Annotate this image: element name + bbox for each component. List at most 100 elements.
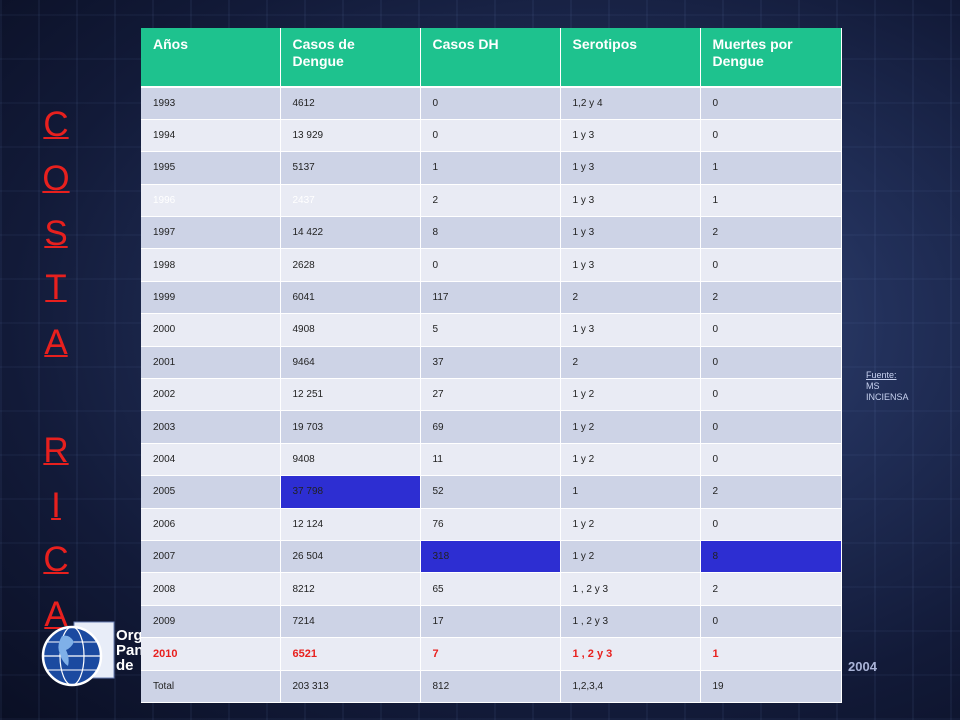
org-line-3: de (116, 657, 134, 674)
table-cell: 0 (700, 248, 842, 282)
table-cell: 1 y 3 (560, 151, 701, 185)
table-cell: 7214 (280, 605, 421, 639)
table-cell: Total (141, 670, 281, 703)
table-cell: 1994 (141, 119, 281, 153)
source-note: Fuente: MS INCIENSA (866, 370, 909, 403)
table-cell: 4612 (280, 87, 421, 120)
table-cell: 2 (700, 216, 842, 250)
table-cell: 1999 (141, 281, 281, 315)
org-line-2: Pan (116, 642, 144, 659)
table-cell: 2 (560, 281, 701, 315)
table-cell: 117 (420, 281, 561, 315)
side-title-letter: C (43, 540, 69, 580)
table-cell: 19 (700, 670, 842, 703)
table-cell: 8 (420, 216, 561, 250)
table-cell: 0 (700, 378, 842, 412)
header-anos: Años (141, 28, 281, 88)
table-cell: 12 124 (280, 508, 421, 541)
table-cell: 69 (420, 410, 561, 444)
side-title-letter: S (44, 213, 68, 253)
table-cell: 52 (420, 475, 561, 509)
table-cell: 1 , 2 y 3 (560, 572, 701, 606)
table-cell: 1993 (141, 87, 281, 120)
table-cell: 6041 (280, 281, 421, 315)
table-cell: 8 (700, 540, 842, 574)
table-cell: 812 (420, 670, 561, 703)
table-cell: 2008 (141, 572, 281, 606)
table-cell: 0 (420, 119, 561, 153)
table-cell: 26 504 (280, 540, 421, 574)
table-row: 2005 37 798 52 1 2 (141, 475, 842, 509)
table-cell: 2007 (141, 540, 281, 574)
source-label: Fuente: (866, 370, 897, 380)
table-cell: 1995 (141, 151, 281, 185)
table-cell: 2005 (141, 475, 281, 509)
table-cell: 17 (420, 605, 561, 639)
globe-logo-icon (36, 620, 116, 690)
table-cell: 13 929 (280, 119, 421, 153)
table-cell: 1996 (141, 184, 281, 218)
side-title-letter: C (43, 105, 69, 144)
table-cell: 0 (700, 313, 842, 347)
table-cell: 1 y 3 (560, 216, 701, 250)
table-cell: 2 (700, 281, 842, 315)
table-cell: 8212 (280, 572, 421, 606)
dengue-cases-table: Años Casos de Dengue Casos DH Serotipos … (141, 28, 842, 703)
table-cell: 0 (700, 87, 842, 120)
side-title-letter: O (42, 159, 70, 199)
table-cell: 11 (420, 443, 561, 477)
table-row: 2001 9464 37 2 0 (141, 346, 842, 380)
table-cell: 1998 (141, 248, 281, 282)
table-cell: 318 (420, 540, 561, 574)
table-cell: 1 y 3 (560, 119, 701, 153)
table-cell: 0 (700, 346, 842, 380)
table-cell: 4908 (280, 313, 421, 347)
source-line-ms: MS (866, 381, 880, 391)
table-cell: 2004 (141, 443, 281, 477)
table-cell: 5 (420, 313, 561, 347)
table-cell: 2010 (141, 637, 281, 671)
table-cell: 1 y 2 (560, 378, 701, 412)
table-cell: 27 (420, 378, 561, 412)
table-cell: 1 y 2 (560, 410, 701, 444)
table-cell: 1 (700, 637, 842, 671)
side-title-letter: R (43, 431, 69, 471)
org-line-1: Org (116, 627, 143, 644)
source-line-inciensa: INCIENSA (866, 392, 909, 402)
table-cell: 19 703 (280, 410, 421, 444)
header-serotipos: Serotipos (560, 28, 701, 88)
table-cell: 76 (420, 508, 561, 541)
table-cell: 14 422 (280, 216, 421, 250)
table-cell: 1 y 3 (560, 184, 701, 218)
table-cell: 0 (700, 605, 842, 639)
header-casos-dengue: Casos de Dengue (280, 28, 421, 88)
table-cell: 7 (420, 637, 561, 671)
table-cell: 1 (420, 151, 561, 185)
table-cell: 0 (700, 443, 842, 477)
table-cell: 0 (700, 508, 842, 541)
organization-name: Org Pan de (116, 628, 144, 673)
table-cell: 1 y 2 (560, 443, 701, 477)
table-cell: 1997 (141, 216, 281, 250)
table-cell: 2 (420, 184, 561, 218)
table-cell: 1 y 3 (560, 313, 701, 347)
table-cell: 0 (420, 87, 561, 120)
table-cell: 2002 (141, 378, 281, 412)
header-casos-dh: Casos DH (420, 28, 561, 88)
table-cell: 2 (700, 475, 842, 509)
table-cell: 2009 (141, 605, 281, 639)
table-row: 1999 6041 117 2 2 (141, 281, 842, 315)
table-cell: 1 (560, 475, 701, 509)
side-title-letter: A (44, 322, 68, 362)
side-title-letter: T (45, 268, 67, 308)
table-row: Total 203 313 812 1,2,3,4 19 (141, 670, 842, 703)
table-cell: 203 313 (280, 670, 421, 703)
table-cell: 2 (560, 346, 701, 380)
